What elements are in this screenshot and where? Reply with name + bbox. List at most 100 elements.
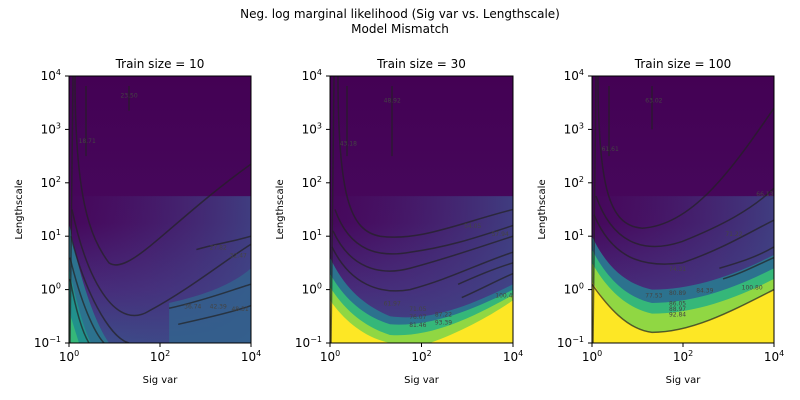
chart-panel: 43.18 48.92 54.05 57.94 61.97 71.0576.0781.46…	[275, 57, 523, 386]
panel-title: Train size = 10	[115, 57, 205, 71]
contour-line	[168, 283, 251, 310]
x-tick-label: 102	[673, 349, 693, 364]
contour-label: 27.82	[210, 245, 227, 252]
contour-label: 57.94	[492, 231, 509, 238]
heatmap-region	[592, 281, 774, 343]
contour-line	[592, 76, 597, 343]
contour-label: 84.39	[696, 287, 713, 294]
y-tick-label: 102	[564, 175, 584, 190]
y-tick-label: 104	[564, 68, 584, 83]
contour-label: 88.97	[669, 306, 686, 313]
contour-label: 54.05	[464, 223, 481, 230]
y-tick-label: 101	[302, 228, 322, 243]
heatmap-region	[169, 268, 251, 343]
x-axis-label: Sig var	[143, 375, 179, 386]
contour-label: 100.80	[742, 285, 763, 292]
heatmap-region	[69, 268, 91, 343]
y-tick-label: 10−1	[557, 335, 584, 350]
contour-line	[719, 246, 774, 269]
heatmap-region	[330, 300, 513, 343]
contour-label: 18.71	[79, 138, 96, 145]
contour-label: 36.74	[184, 303, 201, 310]
x-tick-label: 100	[59, 349, 79, 364]
contour-label: 92.84	[669, 311, 686, 318]
contour-label: 61.61	[602, 146, 619, 153]
contour-line	[592, 283, 774, 334]
y-tick-label: 102	[41, 175, 61, 190]
y-tick-label: 104	[302, 68, 322, 83]
contour-line	[331, 246, 513, 292]
contour-label: 23.50	[120, 92, 137, 99]
contour-label: 71.22	[725, 231, 742, 238]
y-tick-label: 102	[302, 175, 322, 190]
contour-label: 42.39	[210, 303, 227, 310]
y-tick-label: 103	[41, 121, 61, 136]
y-tick-label: 101	[564, 228, 584, 243]
contour-label: 43.18	[340, 140, 357, 147]
contour-label: 66.13	[756, 191, 773, 198]
contour-label: 80.89	[669, 290, 686, 297]
contour-label: 87.22	[435, 311, 452, 318]
contour-line	[71, 209, 251, 317]
x-tick-label: 102	[150, 349, 170, 364]
contour-line	[196, 235, 251, 251]
y-axis-label: Lengthscale	[275, 179, 286, 239]
y-tick-label: 103	[302, 121, 322, 136]
figure-title: Neg. log marginal likelihood (Sig var vs…	[240, 7, 560, 21]
contour-line	[595, 187, 774, 248]
contour-line	[597, 76, 774, 229]
contour-line	[69, 278, 90, 343]
y-tick-label: 100	[564, 282, 584, 297]
contour-line	[337, 76, 513, 238]
x-tick-label: 102	[411, 349, 431, 364]
y-tick-label: 10−1	[295, 335, 322, 350]
contour-label: 63.02	[645, 98, 662, 105]
y-tick-label: 100	[41, 282, 61, 297]
contour-line	[178, 304, 251, 326]
heatmap-field: 61.61 63.02 66.13 71.22 74.31 77.53 80.89 84.39…	[592, 76, 774, 343]
contour-label: 74.31	[669, 266, 686, 273]
heatmap-region	[69, 310, 79, 343]
x-tick-label: 100	[320, 349, 340, 364]
y-tick-label: 104	[41, 68, 61, 83]
contour-label: 48.31	[231, 306, 248, 313]
contour-line	[69, 257, 105, 343]
y-tick-label: 101	[41, 228, 61, 243]
contour-line	[74, 76, 251, 266]
x-tick-label: 104	[241, 349, 261, 364]
contour-line	[593, 214, 774, 265]
x-tick-label: 104	[764, 349, 784, 364]
contour-label: 86.05	[669, 301, 686, 308]
contour-line	[334, 209, 513, 255]
contour-label: 76.07	[409, 314, 426, 321]
contour-label: 81.46	[409, 322, 426, 329]
contour-label: 77.53	[645, 293, 662, 300]
contour-line	[457, 262, 513, 285]
contour-line	[70, 236, 130, 343]
contour-label: 93.39	[435, 319, 452, 326]
y-axis-label: Lengthscale	[14, 179, 25, 239]
panel-title: Train size = 100	[634, 57, 731, 71]
chart-panel: 61.61 63.02 66.13 71.22 74.31 77.53 80.89 84.39…	[537, 57, 784, 386]
y-tick-label: 103	[564, 121, 584, 136]
y-tick-label: 100	[302, 282, 322, 297]
contour-line	[722, 256, 774, 280]
y-axis-label: Lengthscale	[537, 179, 548, 239]
heatmap-field: 43.18 48.92 54.05 57.94 61.97 71.0576.0781.46…	[330, 76, 513, 343]
contour-label: 61.97	[384, 301, 401, 308]
contour-label: 32.47	[230, 253, 247, 260]
contour-label: 100.4	[495, 293, 512, 300]
x-tick-label: 104	[503, 349, 523, 364]
x-axis-label: Sig var	[666, 375, 702, 386]
panel-title: Train size = 30	[376, 57, 466, 71]
contour-label: 71.05	[409, 306, 426, 313]
contour-line	[332, 230, 513, 272]
x-tick-label: 100	[582, 349, 602, 364]
figure-subtitle: Model Mismatch	[351, 22, 449, 36]
y-tick-label: 10−1	[34, 335, 61, 350]
contour-line	[330, 76, 335, 343]
x-axis-label: Sig var	[404, 375, 440, 386]
